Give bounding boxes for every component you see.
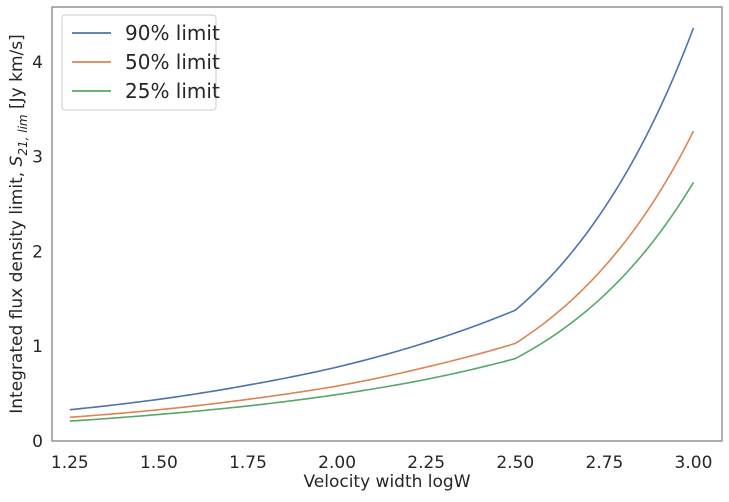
x-tick-label: 2.25 xyxy=(407,453,445,473)
y-axis-label-symbol: S xyxy=(7,155,27,166)
series-line xyxy=(69,27,695,411)
legend-label: 25% limit xyxy=(125,79,220,103)
legend-items: 90% limit 50% limit 25% limit xyxy=(72,21,220,103)
x-tick-label: 3.00 xyxy=(675,453,713,473)
x-tick-label: 2.00 xyxy=(318,453,356,473)
plot-frame xyxy=(51,6,723,442)
series-line xyxy=(69,130,695,419)
legend-label: 50% limit xyxy=(125,50,220,74)
legend-box xyxy=(61,14,217,111)
y-tick-label: 1 xyxy=(32,337,43,357)
y-tick-label: 2 xyxy=(32,242,43,262)
x-tick-label: 1.25 xyxy=(51,453,89,473)
x-tick-label: 2.50 xyxy=(496,453,534,473)
y-axis-label: Integrated flux density limit, S21, lim … xyxy=(7,34,30,414)
lines-layer xyxy=(69,27,695,422)
y-tick-label: 0 xyxy=(32,432,43,452)
ticks-layer: 1.25 1.50 1.75 2.00 2.25 2.50 2.75 3.00 0 1 2 3 4 xyxy=(32,53,712,473)
x-axis-label: Velocity width logW xyxy=(303,472,470,492)
x-tick-label: 2.75 xyxy=(585,453,623,473)
legend-label: 90% limit xyxy=(125,21,220,45)
x-tick-label: 1.50 xyxy=(140,453,178,473)
legend: 90% limit 50% limit 25% limit xyxy=(61,14,220,111)
series-line xyxy=(69,181,695,422)
y-axis-label-prefix: Integrated flux density limit, xyxy=(7,166,27,413)
y-tick-label: 4 xyxy=(32,53,43,73)
x-tick-label: 1.75 xyxy=(229,453,267,473)
y-axis-label-suffix: [Jy km/s] xyxy=(7,34,27,114)
y-tick-label: 3 xyxy=(32,148,43,168)
y-axis-label-subscript: 21, lim xyxy=(16,114,30,155)
